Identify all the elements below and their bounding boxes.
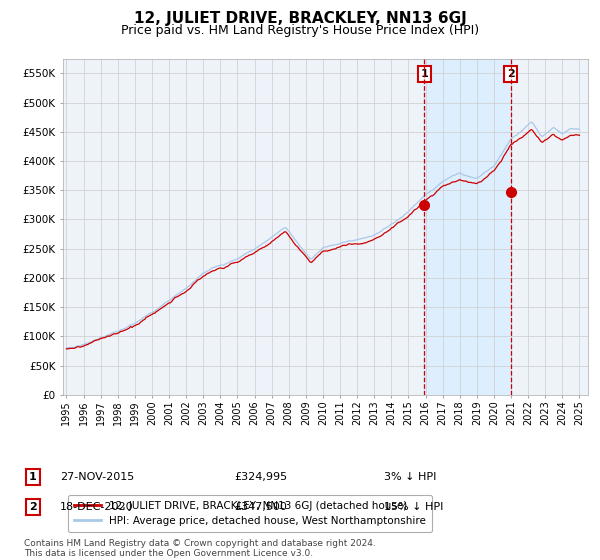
Legend: 12, JULIET DRIVE, BRACKLEY, NN13 6GJ (detached house), HPI: Average price, detac: 12, JULIET DRIVE, BRACKLEY, NN13 6GJ (de… [68,494,432,533]
Text: Price paid vs. HM Land Registry's House Price Index (HPI): Price paid vs. HM Land Registry's House … [121,24,479,36]
Text: 1: 1 [29,472,37,482]
Text: 15% ↓ HPI: 15% ↓ HPI [384,502,443,512]
Text: 18-DEC-2020: 18-DEC-2020 [60,502,134,512]
Text: 1: 1 [420,69,428,79]
Text: 3% ↓ HPI: 3% ↓ HPI [384,472,436,482]
Text: 2: 2 [29,502,37,512]
Text: 12, JULIET DRIVE, BRACKLEY, NN13 6GJ: 12, JULIET DRIVE, BRACKLEY, NN13 6GJ [134,11,466,26]
Text: £347,500: £347,500 [234,502,287,512]
Text: 27-NOV-2015: 27-NOV-2015 [60,472,134,482]
Text: £324,995: £324,995 [234,472,287,482]
Bar [424,59,511,395]
Text: Contains HM Land Registry data © Crown copyright and database right 2024.
This d: Contains HM Land Registry data © Crown c… [24,539,376,558]
Text: 2: 2 [506,69,514,79]
